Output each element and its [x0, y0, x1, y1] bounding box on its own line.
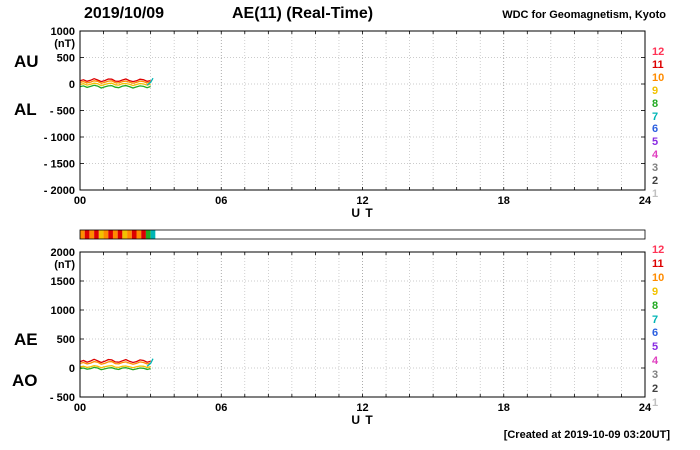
colorbar-border: [79, 229, 646, 240]
availability-segment: [89, 230, 95, 239]
ao-trace-green: [79, 366, 151, 371]
legend-count-5: 5: [652, 341, 659, 354]
y-tick-label: 0: [69, 363, 75, 375]
station-count-legend-bottom: 12 11 10 9 8 7 6 5 4 3 2 1: [652, 244, 692, 411]
availability-segment: [122, 230, 128, 239]
x-tick-label: 18: [498, 402, 510, 414]
legend-count-11: 11: [652, 58, 664, 71]
legend-count-7: 7: [652, 110, 659, 123]
legend-count-8: 8: [652, 97, 659, 110]
station-trace-orange: [79, 80, 151, 84]
legend-count-11: 11: [652, 257, 664, 270]
plot-border: [79, 251, 646, 398]
y-tick-label: 2000: [51, 247, 75, 259]
x-tick-label: 18: [498, 195, 510, 207]
availability-segment: [94, 230, 99, 239]
x-tick-label: 06: [215, 402, 227, 414]
legend-count-9: 9: [652, 84, 659, 97]
availability-segment: [145, 230, 151, 239]
station-trace-green: [79, 84, 151, 89]
ae-trace-orange: [79, 360, 151, 365]
legend-count-6: 6: [652, 123, 659, 136]
plot-date: 2019/10/09: [84, 5, 165, 22]
x-tick-label: 00: [74, 195, 86, 207]
availability-segment: [108, 230, 113, 239]
legend-count-12: 12: [652, 244, 665, 256]
y-tick-label: 500: [57, 334, 75, 346]
y-tick-label: - 500: [50, 392, 75, 404]
created-timestamp: [Created at 2019-10-09 03:20UT]: [503, 429, 670, 441]
availability-segment: [150, 230, 156, 239]
legend-count-2: 2: [652, 383, 659, 396]
y-tick-label: 1500: [51, 276, 75, 288]
ae-trace-end: [146, 358, 154, 367]
legend-count-1: 1: [652, 187, 659, 200]
legend-count-7: 7: [652, 313, 659, 326]
legend-count-5: 5: [652, 136, 659, 149]
row-label-au: AU: [14, 52, 39, 71]
legend-count-6: 6: [652, 327, 659, 340]
y-tick-label: - 1500: [44, 159, 75, 171]
organization-label: WDC for Geomagnetism, Kyoto: [502, 9, 666, 21]
ae-trace-red: [79, 358, 151, 364]
legend-count-3: 3: [652, 162, 659, 175]
x-tick-label: 24: [639, 402, 652, 414]
legend-count-9: 9: [652, 285, 659, 298]
legend-count-4: 4: [652, 149, 659, 162]
legend-count-10: 10: [652, 71, 665, 84]
station-trace-end: [146, 77, 154, 86]
y-axis-unit: (nT): [54, 259, 75, 271]
x-axis-label: U T: [351, 206, 373, 220]
ao-trace-yellow: [79, 365, 151, 369]
availability-segment: [98, 230, 104, 239]
legend-count-4: 4: [652, 355, 659, 368]
x-tick-label: 24: [639, 195, 652, 207]
plot-border: [79, 30, 646, 191]
y-tick-label: - 500: [50, 106, 75, 118]
x-tick-label: 06: [215, 195, 227, 207]
y-tick-label: 500: [57, 53, 75, 65]
y-tick-label: - 2000: [44, 185, 75, 197]
availability-segment: [112, 230, 118, 239]
availability-segment: [103, 230, 109, 239]
availability-segment: [127, 230, 132, 239]
x-tick-label: 12: [356, 195, 368, 207]
availability-segment: [141, 230, 146, 239]
x-axis-label: U T: [351, 413, 373, 427]
row-label-ae: AE: [14, 330, 38, 349]
station-count-legend-top: 12 11 10 9 8 7 6 5 4 3 2 1: [652, 46, 692, 201]
availability-segment: [117, 230, 123, 239]
legend-count-10: 10: [652, 271, 665, 284]
availability-segment: [84, 230, 90, 239]
legend-count-2: 2: [652, 175, 659, 188]
availability-segment: [136, 230, 142, 239]
row-label-al: AL: [14, 100, 37, 119]
availability-segment: [131, 230, 137, 239]
legend-count-12: 12: [652, 46, 665, 58]
legend-count-8: 8: [652, 299, 659, 312]
legend-count-3: 3: [652, 369, 659, 382]
station-trace-red: [79, 77, 151, 83]
y-tick-label: 1000: [51, 26, 75, 38]
x-tick-label: 12: [356, 402, 368, 414]
y-tick-label: - 1000: [44, 132, 75, 144]
y-axis-unit: (nT): [54, 38, 75, 50]
y-tick-label: 1000: [51, 305, 75, 317]
availability-segment: [80, 230, 85, 239]
plot-title: AE(11) (Real-Time): [232, 5, 374, 22]
y-tick-label: 0: [69, 79, 75, 91]
row-label-ao: AO: [12, 371, 38, 390]
legend-count-1: 1: [652, 396, 659, 409]
x-tick-label: 00: [74, 402, 86, 414]
station-trace-yellow: [79, 82, 151, 87]
